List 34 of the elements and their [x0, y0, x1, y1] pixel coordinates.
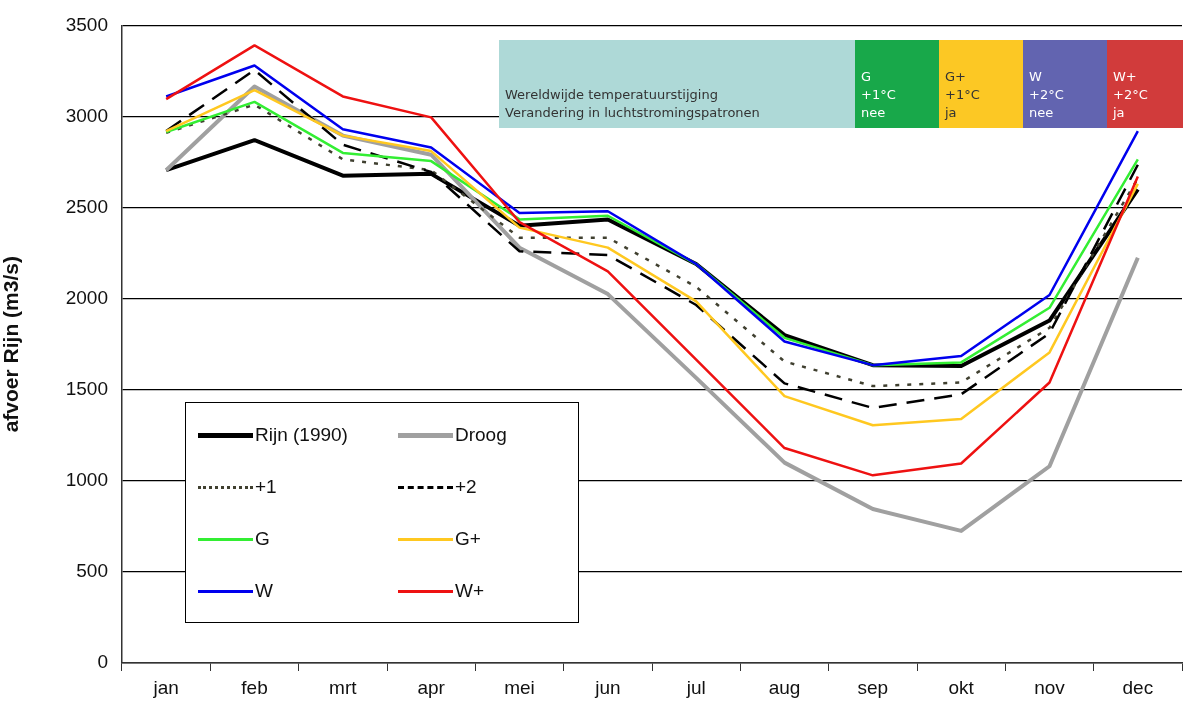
x-tick-label: jun: [594, 676, 621, 698]
x-tick-label: nov: [1034, 676, 1066, 698]
annotation: G +1°C nee: [855, 40, 939, 128]
y-tick-label: 3500: [65, 13, 108, 35]
y-tick-label: 1500: [65, 377, 108, 399]
legend-label: Rijn (1990): [255, 424, 348, 446]
annotation: W +2°C nee: [1023, 40, 1107, 128]
x-tick-label: jan: [152, 676, 179, 698]
x-tick-label: jul: [685, 676, 706, 698]
legend-label: W: [255, 580, 273, 602]
y-tick-label: 500: [76, 560, 108, 582]
annotation: G+ +1°C ja: [939, 40, 1023, 128]
x-tick-label: sep: [857, 676, 889, 698]
x-tick-label: aug: [768, 676, 801, 698]
x-tick-label: feb: [241, 676, 268, 698]
x-tick-label: okt: [948, 676, 975, 698]
legend-label: Droog: [455, 424, 507, 446]
legend-label: W+: [455, 580, 485, 602]
y-tick-label: 1000: [65, 469, 108, 491]
x-tick-label: mrt: [329, 676, 358, 698]
y-tick-label: 3000: [65, 104, 108, 126]
annotation: W+ +2°C ja: [1107, 40, 1183, 128]
y-tick-label: 2500: [65, 195, 108, 217]
x-tick-label: mei: [504, 676, 535, 698]
y-tick-label: 2000: [65, 286, 108, 308]
annotation: Wereldwijde temperatuurstijging Verandering in luchtstromingspatronen: [499, 40, 855, 128]
legend-label: G+: [455, 528, 481, 550]
y-tick-label: 0: [97, 651, 108, 673]
legend-label: +1: [255, 476, 277, 498]
x-tick-label: dec: [1122, 676, 1154, 698]
legend-label: +2: [455, 476, 477, 498]
x-tick-label: apr: [417, 676, 446, 698]
legend-label: G: [255, 528, 270, 550]
y-axis-title: afvoer Rijn (m3/s): [0, 256, 23, 433]
